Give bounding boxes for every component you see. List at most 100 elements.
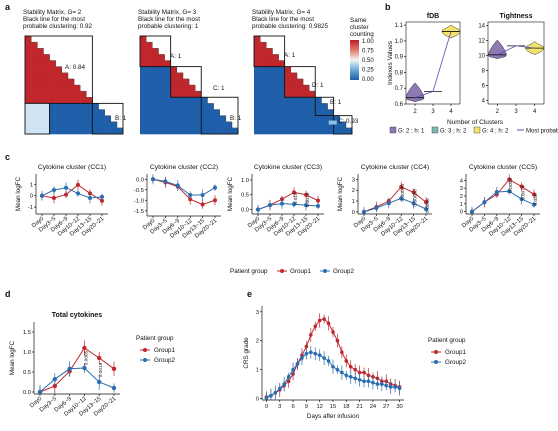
cluster-outline — [139, 35, 172, 68]
matrix-cell — [327, 115, 334, 123]
p-value-annotation: 0.00094 — [400, 184, 406, 202]
matrix-cell — [164, 60, 171, 67]
matrix-cell — [260, 42, 267, 49]
data-point — [411, 190, 416, 195]
matrix-cell — [231, 127, 239, 135]
matrix-cell — [303, 85, 310, 92]
y-tick-label: 8 — [482, 68, 486, 74]
matrix-cell — [164, 66, 171, 74]
matrix-cell — [170, 91, 178, 98]
matrix-cell — [182, 109, 190, 116]
matrix-cell — [61, 115, 69, 123]
data-point — [213, 198, 217, 203]
matrix-title: Stability Matrix, G= 2 — [23, 9, 82, 16]
y-tick-label: 1.1 — [395, 23, 404, 29]
matrix-cell — [158, 85, 165, 92]
matrix-cell — [25, 91, 32, 98]
matrix-cell — [309, 91, 316, 98]
matrix-cell — [55, 66, 63, 74]
matrix-cell — [170, 115, 178, 123]
matrix-cell — [189, 109, 196, 116]
legend-label: Group1 — [445, 349, 467, 356]
legend-panel-c: Patient group Group1 Group2 — [230, 268, 355, 275]
matrix-cell — [219, 121, 227, 129]
cluster-outline — [91, 102, 124, 135]
data-point — [313, 351, 318, 356]
legend-title: Patient group — [230, 268, 268, 275]
matrix-cell — [170, 127, 178, 135]
most-probable-line — [497, 45, 535, 56]
matrix-cell — [104, 127, 112, 135]
matrix-cell — [189, 97, 196, 104]
y-tick-label: 0 — [30, 194, 33, 200]
matrix-cell — [260, 54, 267, 61]
matrix-cell — [74, 85, 81, 92]
matrix-cell — [86, 109, 93, 116]
matrix-cell — [260, 72, 267, 80]
matrix-cell — [278, 72, 285, 80]
x-tick-label: 4 — [449, 109, 453, 115]
matrix-cell — [315, 121, 322, 129]
matrix-cell — [37, 60, 44, 67]
matrix-cell — [25, 60, 32, 67]
cluster-label: C: 0.93 — [338, 118, 359, 125]
matrix-cell — [260, 115, 267, 123]
matrix-cell — [25, 48, 32, 55]
matrix-cell — [176, 72, 184, 80]
data-point — [188, 197, 193, 202]
legend-swatch — [389, 126, 397, 134]
data-point — [309, 333, 313, 337]
data-point — [331, 364, 335, 369]
matrix-cell — [74, 115, 81, 123]
y-tick-label: 1.0 — [395, 39, 404, 45]
matrix-cell — [37, 85, 44, 92]
matrix-subtitle: Black line for the most — [23, 16, 85, 23]
matrix-cell — [254, 78, 261, 86]
matrix-cell — [195, 97, 202, 104]
matrix-cell — [170, 72, 178, 80]
matrix-cell — [37, 66, 44, 74]
y-tick-label: 2 — [460, 194, 463, 200]
data-point — [532, 192, 536, 197]
matrix-cell — [254, 36, 261, 43]
violin-mark — [488, 39, 507, 60]
y-tick-label: 0 — [352, 210, 355, 216]
matrix-cell — [74, 109, 81, 116]
matrix-cell — [170, 109, 178, 116]
matrix-cell — [98, 127, 105, 135]
data-point — [111, 366, 117, 371]
matrix-cell — [164, 115, 171, 123]
x-tick-label: 21 — [356, 404, 362, 410]
matrix-cell — [278, 115, 285, 123]
cluster-outline — [170, 66, 202, 98]
matrix-cell — [272, 60, 279, 67]
matrix-cell — [86, 115, 93, 123]
matrix-cell — [170, 103, 178, 110]
matrix-subtitle: Black line for the most — [138, 16, 200, 23]
data-point — [295, 362, 300, 366]
legend-swatch — [143, 348, 147, 352]
y-tick-label: -0.5 — [134, 188, 144, 194]
matrix-cell — [49, 121, 56, 129]
matrix-cell — [272, 85, 279, 92]
matrix-cell — [170, 121, 178, 129]
y-tick-label: -1 — [28, 205, 33, 211]
matrix-cell — [272, 72, 279, 80]
matrix-cell — [74, 121, 81, 129]
chart-title: Cytokine cluster (CC5) — [469, 164, 537, 171]
colorbar-bar — [350, 40, 359, 80]
matrix-cell — [201, 97, 208, 104]
matrix-cell — [37, 54, 44, 61]
data-point — [397, 386, 402, 391]
matrix-cell — [158, 91, 165, 98]
x-tick-label: 9 — [305, 404, 308, 410]
matrix-cell — [43, 78, 50, 86]
matrix-cell — [158, 103, 165, 110]
matrix-cell — [278, 121, 285, 129]
matrix-cell — [98, 115, 105, 123]
matrix-cell — [321, 127, 328, 135]
series-line-group2 — [257, 203, 319, 211]
data-point — [399, 196, 404, 201]
matrix-cell — [182, 127, 190, 135]
